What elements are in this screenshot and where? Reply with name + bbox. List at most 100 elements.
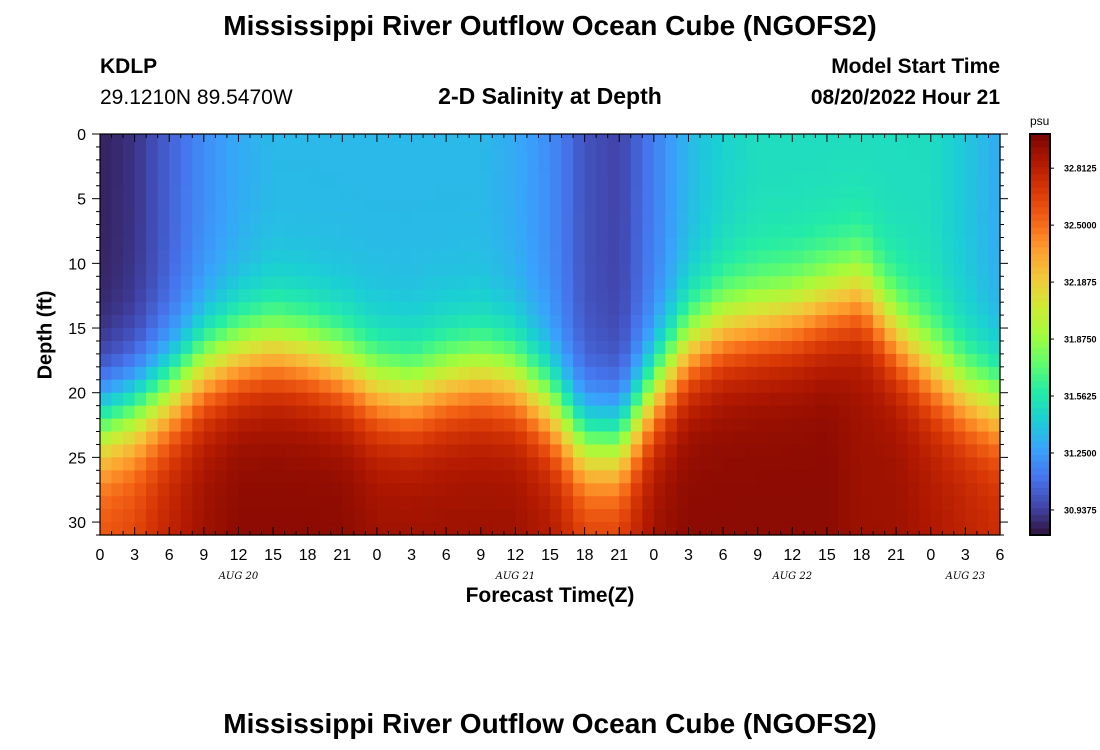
heatmap-cell xyxy=(480,146,493,161)
heatmap-cell xyxy=(100,224,113,239)
heatmap-cell xyxy=(146,328,159,342)
heatmap-cell xyxy=(215,496,228,510)
heatmap-cell xyxy=(307,405,320,420)
heatmap-cell xyxy=(434,237,447,252)
x-tick-label: 6 xyxy=(996,547,1005,564)
heatmap-cell xyxy=(907,340,920,355)
heatmap-cell xyxy=(734,263,747,277)
heatmap-cell xyxy=(446,509,459,523)
heatmap-cell xyxy=(573,146,586,161)
heatmap-cell xyxy=(757,379,770,394)
heatmap-cell xyxy=(330,289,343,303)
heatmap-cell xyxy=(469,263,482,277)
heatmap-cell xyxy=(826,211,840,226)
heatmap-cell xyxy=(976,522,990,536)
heatmap-cell xyxy=(100,431,113,446)
heatmap-cell xyxy=(884,224,897,239)
heatmap-cell xyxy=(250,211,263,226)
heatmap-cell xyxy=(700,457,713,471)
heatmap-cell xyxy=(676,250,690,264)
heatmap-cell xyxy=(180,172,193,187)
heatmap-cell xyxy=(746,509,759,523)
heatmap-cell xyxy=(123,302,136,316)
heatmap-cell xyxy=(607,289,620,303)
heatmap-cell xyxy=(953,185,966,200)
heatmap-cell xyxy=(376,328,390,342)
heatmap-cell xyxy=(480,522,493,536)
heatmap-cell xyxy=(850,522,863,536)
heatmap-cell xyxy=(561,522,574,536)
heatmap-cell xyxy=(619,366,632,381)
heatmap-cell xyxy=(157,134,170,148)
heatmap-cell xyxy=(480,250,493,264)
heatmap-cell xyxy=(423,431,436,446)
heatmap-cell xyxy=(653,340,666,355)
heatmap-cell xyxy=(815,302,828,316)
heatmap-cell xyxy=(353,328,366,342)
heatmap-cell xyxy=(319,198,332,213)
heatmap-cell xyxy=(353,522,366,536)
heatmap-cell xyxy=(653,302,666,316)
heatmap-cell xyxy=(769,392,782,407)
heatmap-cell xyxy=(896,289,909,303)
heatmap-cell xyxy=(607,418,620,433)
heatmap-cell xyxy=(100,185,113,200)
heatmap-cell xyxy=(330,379,343,394)
heatmap-cell xyxy=(780,263,793,277)
station-coordinates: 29.1210N 89.5470W xyxy=(100,86,293,109)
heatmap-cell xyxy=(134,159,147,174)
heatmap-cell xyxy=(353,159,366,174)
heatmap-cell xyxy=(803,198,816,213)
heatmap-cell xyxy=(642,237,655,252)
heatmap-cell xyxy=(700,289,713,303)
heatmap-cell xyxy=(873,302,886,316)
heatmap-cell xyxy=(342,353,355,368)
heatmap-cell xyxy=(365,289,378,303)
heatmap-cell xyxy=(157,353,170,368)
heatmap-cell xyxy=(930,302,943,316)
heatmap-cell xyxy=(123,159,136,174)
colorbar-swatch xyxy=(1030,481,1050,489)
heatmap-cell xyxy=(723,198,736,213)
heatmap-cell xyxy=(919,198,932,213)
heatmap-cell xyxy=(665,483,678,497)
heatmap-cell xyxy=(884,198,897,213)
colorbar-swatch xyxy=(1030,247,1050,255)
heatmap-cell xyxy=(538,457,551,471)
heatmap-cell xyxy=(526,353,540,368)
heatmap-cell xyxy=(342,366,355,381)
heatmap-cell xyxy=(884,315,897,329)
heatmap-cell xyxy=(642,444,655,458)
heatmap-cell xyxy=(630,353,643,368)
heatmap-cell xyxy=(457,379,470,394)
heatmap-cell xyxy=(746,457,759,471)
heatmap-cell xyxy=(815,198,828,213)
heatmap-cell xyxy=(676,328,690,342)
heatmap-cell xyxy=(319,444,332,458)
heatmap-cell xyxy=(423,509,436,523)
heatmap-cell xyxy=(400,431,413,446)
heatmap-cell xyxy=(146,522,159,536)
heatmap-cell xyxy=(480,211,493,226)
heatmap-cell xyxy=(815,457,828,471)
heatmap-cell xyxy=(307,509,320,523)
heatmap-cell xyxy=(423,237,436,252)
heatmap-cell xyxy=(353,405,366,420)
heatmap-cell xyxy=(792,185,805,200)
heatmap-cell xyxy=(296,496,309,510)
heatmap-cell xyxy=(550,146,563,161)
heatmap-cell xyxy=(353,340,366,355)
heatmap-cell xyxy=(907,483,920,497)
heatmap-cell xyxy=(757,211,770,226)
heatmap-cell xyxy=(111,470,124,484)
heatmap-cell xyxy=(492,276,505,290)
heatmap-cell xyxy=(884,509,897,523)
heatmap-cell xyxy=(226,289,240,303)
heatmap-cell xyxy=(538,172,551,187)
heatmap-cell xyxy=(330,444,343,458)
heatmap-cell xyxy=(815,418,828,433)
heatmap-cell xyxy=(307,315,320,329)
heatmap-cell xyxy=(157,470,170,484)
heatmap-cell xyxy=(111,509,124,523)
heatmap-cell xyxy=(330,198,343,213)
